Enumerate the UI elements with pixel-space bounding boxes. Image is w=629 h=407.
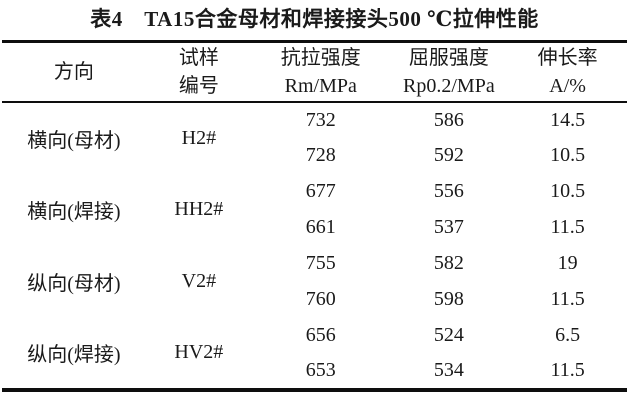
elongation-value: 10.5 [550, 144, 586, 166]
col-header-specimen: 试样 编号 [145, 41, 252, 103]
yield-value: 524 [433, 324, 464, 346]
tensile-value: 656 [305, 324, 336, 346]
tensile-value: 755 [305, 252, 336, 274]
tensile-value: 760 [305, 288, 336, 310]
tensile-properties-table: 方向 试样 编号 抗拉强度 Rm/MPa 屈服强度 Rp0.2/MPa 伸长率 … [2, 40, 627, 392]
col-header-elongation: 伸长率 A/% [508, 41, 627, 103]
elongation-value: 11.5 [550, 359, 585, 381]
table-row: 760 598 11.5 [2, 282, 627, 318]
specimen-cell: H2# [181, 126, 217, 149]
col-header-direction: 方向 [2, 41, 146, 103]
direction-cell: 横向(焊接) [27, 201, 121, 223]
table-row: 纵向(焊接) HV2# 656 524 6.5 [2, 318, 627, 366]
elongation-value: 14.5 [550, 108, 586, 131]
specimen-cell: HH2# [174, 198, 224, 220]
col-header-direction-label: 方向 [53, 60, 94, 83]
yield-value: 534 [433, 359, 464, 381]
yield-value: 592 [433, 144, 464, 166]
table-row: 横向(母材) H2# 732 586 14.5 [2, 102, 627, 152]
yield-value: 537 [433, 216, 464, 238]
table-row: 653 534 11.5 [2, 354, 627, 390]
table-row: 728 592 10.5 [2, 138, 627, 174]
table-row: 横向(焊接) HH2# 677 556 10.5 [2, 174, 627, 223]
col-header-yield-strength: 屈服强度 Rp0.2/MPa [389, 41, 509, 103]
tensile-value: 677 [305, 180, 336, 202]
elongation-value: 11.5 [550, 216, 585, 238]
elongation-value: 19 [557, 252, 578, 274]
tensile-value: 728 [305, 144, 336, 166]
elongation-value: 11.5 [550, 288, 585, 310]
table-row: 纵向(母材) V2# 755 582 19 [2, 246, 627, 295]
tensile-value: 732 [305, 108, 336, 131]
yield-value: 598 [433, 288, 464, 310]
table-body: 横向(母材) H2# 732 586 14.5 728 592 10.5 横向(… [2, 102, 627, 390]
specimen-cell: V2# [181, 270, 217, 292]
table-title: 表4 TA15合金母材和焊接接头500 ℃拉伸性能 [90, 7, 539, 31]
yield-value: 586 [433, 108, 464, 131]
direction-cell: 纵向(母材) [27, 273, 121, 295]
header-row: 方向 试样 编号 抗拉强度 Rm/MPa 屈服强度 Rp0.2/MPa 伸长率 … [2, 41, 627, 103]
elongation-value: 6.5 [555, 324, 581, 346]
elongation-value: 10.5 [550, 180, 586, 202]
table-row: 661 537 11.5 [2, 210, 627, 246]
tensile-value: 661 [305, 216, 336, 238]
table-header: 方向 试样 编号 抗拉强度 Rm/MPa 屈服强度 Rp0.2/MPa 伸长率 … [2, 41, 627, 103]
tensile-value: 653 [305, 359, 336, 381]
direction-cell: 横向(母材) [27, 129, 121, 152]
col-header-tensile-strength: 抗拉强度 Rm/MPa [252, 41, 390, 103]
yield-value: 556 [433, 180, 464, 202]
direction-cell: 纵向(焊接) [27, 344, 121, 366]
specimen-cell: HV2# [174, 341, 224, 363]
yield-value: 582 [433, 252, 464, 274]
